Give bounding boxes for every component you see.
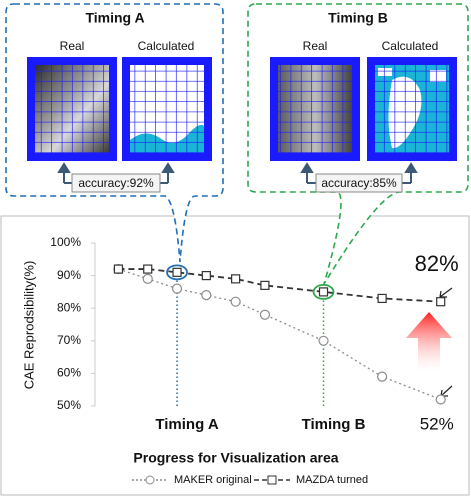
x-axis-label: Progress for Visualization area [133,450,338,466]
marker [437,298,445,306]
image-grid [35,65,109,153]
marker [320,288,328,296]
marker [202,272,210,280]
legend-marker [268,476,276,484]
marker [378,372,387,381]
image-label: Calculated [138,39,195,53]
marker [202,291,211,300]
y-tick-label: 80% [57,300,81,314]
image-label: Real [303,39,328,53]
image-label: Real [60,39,85,53]
legend-marker [146,476,154,484]
marker [114,265,122,273]
marker [173,268,181,276]
marker [378,294,386,302]
image-grid [375,65,449,153]
timing-label: Timing A [155,416,219,433]
callout-title: Timing A [85,10,144,26]
accuracy: accuracy:85% [321,176,397,190]
chart: Timing A Real Calculated accuracy:92% Ti… [0,0,471,497]
marker [319,336,328,345]
value-label: 52% [420,414,454,433]
value-label: 82% [415,251,459,276]
marker [231,297,240,306]
marker [232,275,240,283]
y-tick-label: 90% [57,268,81,282]
timing-label: Timing B [302,416,366,433]
marker [143,274,152,283]
legend-label: MAZDA turned [296,474,368,486]
y-tick-label: 60% [57,366,81,380]
accuracy: accuracy:92% [78,176,154,190]
callout-title: Timing B [328,10,388,26]
y-tick-label: 50% [57,398,81,412]
marker [261,281,269,289]
image-label: Calculated [382,39,439,53]
image-grid [130,65,204,153]
image-grid [278,65,352,153]
marker [173,284,182,293]
marker [260,310,269,319]
marker [436,395,445,404]
marker [144,265,152,273]
y-tick-label: 70% [57,333,81,347]
y-axis-label: CAE Reprodsibility(%) [21,261,36,390]
y-tick-label: 100% [50,235,81,249]
legend-label: MAKER original [174,474,252,486]
